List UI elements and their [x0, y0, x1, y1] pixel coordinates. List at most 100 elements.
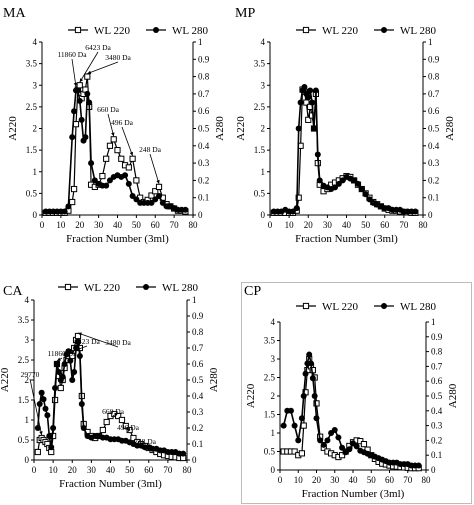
x-axis-label: Fraction Number (3ml) — [66, 233, 169, 245]
y-left-tick-label: 1 — [33, 167, 38, 177]
x-tick-label: 70 — [170, 220, 180, 230]
series-wl220 — [270, 86, 419, 216]
annotation: 6423 Da — [79, 43, 111, 83]
data-point — [339, 177, 346, 184]
y-right-tick-label: 0 — [192, 455, 197, 465]
x-tick-label: 80 — [419, 220, 429, 230]
data-point — [34, 448, 41, 456]
x-tick-label: 10 — [56, 220, 66, 230]
annotation: 248 Da — [139, 145, 162, 185]
annotation: 496 Da — [111, 118, 134, 156]
annotation-arrow-line — [77, 332, 119, 348]
panel-label: CA — [3, 284, 23, 299]
annotation-arrowhead — [56, 357, 61, 361]
data-point — [61, 208, 68, 215]
y-left-tick-label: 0.5 — [18, 435, 30, 445]
x-tick-label: 50 — [367, 475, 377, 485]
data-point — [69, 377, 76, 383]
y-right-tick-label: 1 — [198, 37, 203, 47]
data-point — [358, 186, 365, 193]
y-right-tick-label: 0.9 — [428, 54, 440, 64]
annotation: 3480 Da — [77, 332, 131, 348]
annotation-label: 660 Da — [97, 105, 120, 114]
data-point — [295, 194, 302, 201]
y-right-tick-label: 0.5 — [431, 391, 443, 401]
data-point — [300, 422, 307, 429]
annotation: 29770 — [21, 370, 43, 436]
data-point — [76, 82, 83, 89]
annotation-arrow-line — [29, 378, 43, 436]
data-point — [366, 196, 373, 203]
data-point — [65, 203, 72, 210]
x-tick-label: 0 — [278, 475, 283, 485]
annotation: 496 Da — [117, 423, 140, 433]
data-point — [118, 416, 126, 424]
data-point — [306, 351, 313, 358]
x-axis-label: Fraction Number (3ml) — [302, 488, 405, 500]
annotation-arrow-line — [71, 58, 77, 87]
x-tick-label: 40 — [113, 220, 123, 230]
data-point — [155, 183, 163, 190]
y-right-tick-label: 0.4 — [431, 406, 443, 416]
x-tick-label: 10 — [49, 465, 59, 475]
annotation-label: 3480 Da — [105, 338, 131, 347]
data-point — [412, 208, 419, 215]
data-point — [61, 361, 68, 367]
x-tick-label: 40 — [342, 220, 352, 230]
y-left-tick-label: 3.5 — [18, 315, 30, 325]
x-tick-label: 0 — [32, 465, 37, 475]
legend: WL 220 WL 280 — [68, 25, 208, 37]
data-point — [354, 180, 361, 187]
data-point — [307, 87, 314, 94]
x-tick-label: 80 — [183, 465, 193, 475]
data-point — [148, 192, 155, 199]
x-tick-label: 60 — [385, 475, 395, 485]
y-right-tick-label: 0.8 — [198, 72, 210, 82]
data-point — [316, 177, 323, 184]
legend: WL 220 WL 280 — [296, 25, 436, 37]
data-point — [69, 134, 76, 141]
annotation-arrowhead — [79, 78, 84, 83]
data-point — [298, 415, 305, 422]
data-point — [71, 369, 78, 375]
annotation-arrowhead — [114, 413, 119, 417]
data-point — [308, 360, 315, 367]
data-point — [69, 198, 76, 206]
series-line — [273, 84, 416, 213]
annotation-arrowhead — [77, 332, 82, 336]
data-point — [88, 160, 95, 167]
data-point — [125, 180, 132, 187]
y-left-tick-label: 2 — [271, 391, 276, 401]
data-point — [339, 444, 346, 451]
y-right-tick-label: 0.7 — [431, 361, 443, 371]
data-point — [52, 385, 59, 391]
panel-ma: MA 0 10 20 30 40 50 60 70 8000.511.522.533.5400.… — [3, 6, 226, 245]
data-point — [122, 172, 129, 179]
legend-marker — [74, 26, 82, 34]
annotation-label: 660 Da — [102, 407, 125, 416]
y-left-tick-label: 2 — [25, 375, 30, 385]
y-right-tick-label: 0.5 — [198, 124, 210, 134]
data-point — [71, 108, 78, 115]
y-left-tick-label: 3.5 — [264, 336, 276, 346]
data-point — [148, 199, 155, 206]
y-left-tick-label: 0 — [261, 210, 266, 220]
data-point — [310, 125, 317, 132]
x-tick-label: 30 — [330, 475, 340, 485]
x-tick-label: 40 — [349, 475, 359, 485]
annotation-arrow-line — [87, 61, 119, 74]
series-wl280 — [280, 351, 422, 469]
y-left-tick-label: 2.5 — [18, 355, 30, 365]
data-point — [110, 136, 117, 143]
series-wl280 — [270, 83, 419, 215]
panel-mp: MP 0 10 20 30 40 50 60 70 8000.511.522.533.5400.… — [235, 6, 456, 245]
data-point — [298, 450, 305, 457]
legend-marker — [64, 283, 72, 291]
y-right-tick-label: 0.8 — [428, 72, 440, 82]
annotation-arrowhead — [126, 427, 131, 431]
data-point — [351, 177, 358, 184]
data-point — [159, 199, 166, 206]
y-right-axis-label: A280 — [208, 367, 220, 392]
annotation-arrowhead — [87, 70, 92, 74]
y-right-tick-label: 0.2 — [431, 435, 442, 445]
